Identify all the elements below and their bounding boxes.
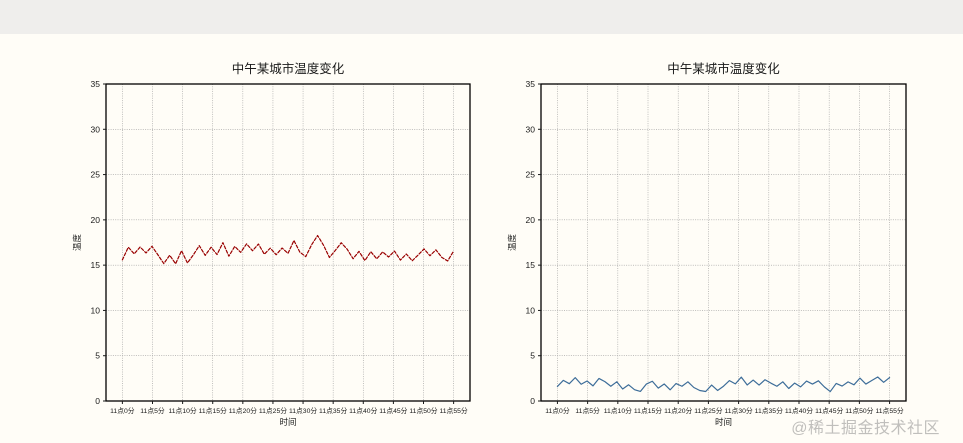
svg-text:5: 5: [95, 351, 100, 361]
svg-text:11点50分: 11点50分: [409, 406, 437, 415]
svg-text:11点10分: 11点10分: [169, 406, 197, 415]
svg-text:25: 25: [91, 170, 101, 180]
svg-text:5: 5: [530, 351, 535, 361]
svg-text:0: 0: [95, 396, 100, 406]
svg-text:11点0分: 11点0分: [110, 406, 135, 415]
svg-text:11点0分: 11点0分: [545, 406, 570, 415]
svg-text:中午某城市温度变化: 中午某城市温度变化: [667, 61, 780, 76]
svg-text:11点30分: 11点30分: [289, 406, 317, 415]
svg-text:11点15分: 11点15分: [199, 406, 227, 415]
svg-text:11点45分: 11点45分: [379, 406, 407, 415]
svg-text:35: 35: [526, 79, 536, 89]
svg-text:15: 15: [526, 260, 536, 270]
svg-text:11点5分: 11点5分: [575, 406, 600, 415]
svg-text:温度: 温度: [72, 234, 82, 252]
svg-text:30: 30: [526, 124, 536, 134]
svg-text:10: 10: [91, 305, 101, 315]
svg-text:11点55分: 11点55分: [440, 406, 468, 415]
svg-text:11点15分: 11点15分: [634, 406, 662, 415]
svg-text:11点20分: 11点20分: [229, 406, 257, 415]
svg-text:35: 35: [91, 79, 101, 89]
svg-text:20: 20: [526, 215, 536, 225]
svg-text:11点40分: 11点40分: [349, 406, 377, 415]
svg-text:11点25分: 11点25分: [694, 406, 722, 415]
svg-text:11点25分: 11点25分: [259, 406, 287, 415]
svg-text:11点20分: 11点20分: [664, 406, 692, 415]
svg-text:0: 0: [530, 396, 535, 406]
svg-text:时间: 时间: [715, 417, 732, 427]
svg-text:10: 10: [526, 305, 536, 315]
svg-text:11点35分: 11点35分: [755, 406, 783, 415]
svg-text:时间: 时间: [279, 417, 296, 427]
svg-text:11点10分: 11点10分: [604, 406, 632, 415]
svg-text:11点5分: 11点5分: [140, 406, 165, 415]
svg-text:30: 30: [91, 124, 101, 134]
svg-text:温度: 温度: [507, 234, 517, 252]
svg-text:25: 25: [526, 170, 536, 180]
svg-text:11点35分: 11点35分: [319, 406, 347, 415]
svg-text:20: 20: [91, 215, 101, 225]
svg-text:11点30分: 11点30分: [724, 406, 752, 415]
svg-text:15: 15: [91, 260, 101, 270]
svg-text:中午某城市温度变化: 中午某城市温度变化: [232, 61, 345, 76]
